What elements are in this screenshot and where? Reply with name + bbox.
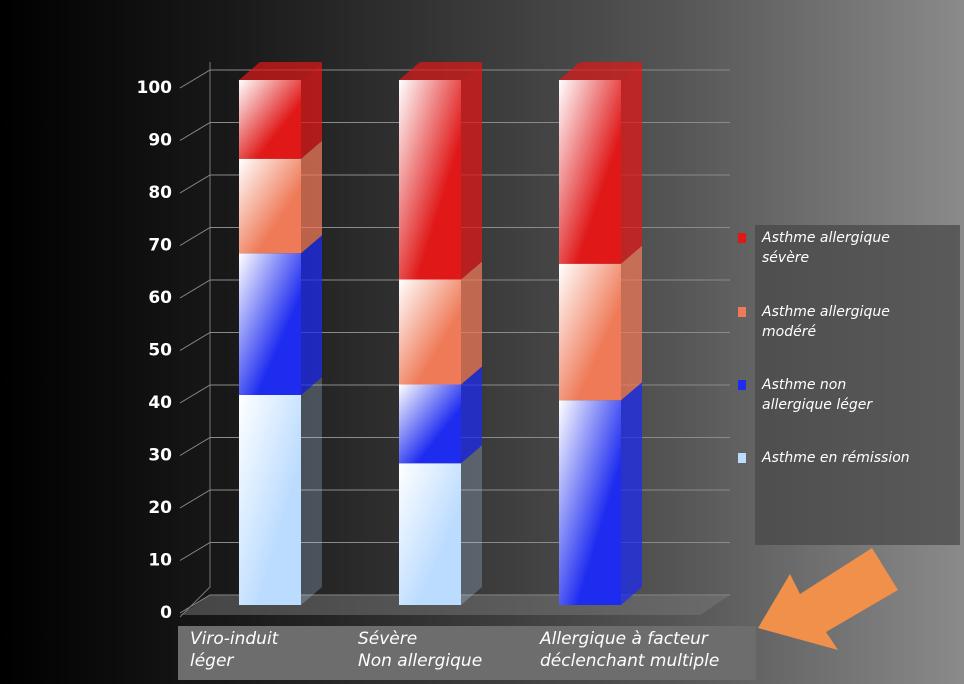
legend-swatch — [738, 380, 746, 390]
legend-swatch — [738, 453, 746, 463]
bar-side — [461, 261, 482, 385]
legend-swatch — [738, 307, 746, 317]
legend-swatch — [738, 233, 746, 243]
category-band — [178, 626, 756, 680]
grid-line — [179, 227, 730, 246]
bar-side — [461, 366, 482, 464]
y-tick-label: 20 — [148, 498, 172, 518]
y-tick-label: 30 — [148, 446, 172, 466]
grid-line — [179, 122, 730, 141]
bar-top — [559, 62, 642, 80]
bar-side — [621, 382, 642, 605]
bar-top — [239, 62, 322, 80]
legend-label: Asthme allergique sévère — [762, 230, 890, 266]
grid-line — [179, 279, 730, 299]
legend-box — [755, 225, 960, 545]
grid-line — [179, 174, 730, 194]
bar-side — [461, 445, 482, 605]
bar-segment — [399, 80, 461, 280]
y-tick-label: 50 — [148, 341, 172, 361]
bar-segment — [399, 384, 461, 464]
y-tick-label: 0 — [160, 603, 172, 623]
x-tick-label: Sévère Non allergique — [358, 629, 483, 671]
bar-segment — [239, 395, 301, 605]
bar-side — [301, 140, 322, 254]
bar-segment — [559, 80, 621, 264]
bar-segment — [399, 463, 461, 605]
y-tick-label: 60 — [148, 288, 172, 308]
grid-line — [179, 437, 730, 456]
bar-segment — [399, 279, 461, 385]
bar-segment — [239, 80, 301, 159]
legend-label: Asthme non allergique léger — [762, 377, 873, 413]
legend-label: Asthme en rémission — [762, 450, 910, 466]
y-tick-label: 100 — [137, 78, 173, 98]
y-tick-label: 80 — [148, 183, 172, 203]
bar-side — [621, 245, 642, 401]
axis-line — [179, 62, 211, 618]
bar-segment — [239, 253, 301, 395]
grid-line — [179, 332, 730, 351]
bar-segment — [559, 400, 621, 605]
grid-line — [179, 384, 730, 404]
bar-side — [301, 377, 322, 605]
bar-segment — [559, 263, 621, 401]
y-tick-label: 70 — [148, 236, 172, 256]
y-tick-label: 40 — [148, 393, 172, 413]
y-tick-label: 90 — [148, 131, 172, 151]
legend-label: Asthme allergique modéré — [762, 304, 890, 340]
y-tick-label: 10 — [148, 551, 172, 571]
grid-line — [179, 69, 730, 89]
arrow — [758, 548, 898, 650]
bar-segment — [239, 158, 301, 254]
bar-side — [301, 235, 322, 395]
grid-line — [179, 542, 730, 561]
bar-top — [399, 62, 482, 80]
grid-line — [179, 489, 730, 509]
x-tick-label: Allergique à facteur déclenchant multipl… — [540, 629, 720, 671]
bar-side — [621, 62, 642, 264]
bar-side — [301, 62, 322, 159]
x-tick-label: Viro-induit léger — [190, 629, 279, 671]
bar-side — [461, 62, 482, 280]
